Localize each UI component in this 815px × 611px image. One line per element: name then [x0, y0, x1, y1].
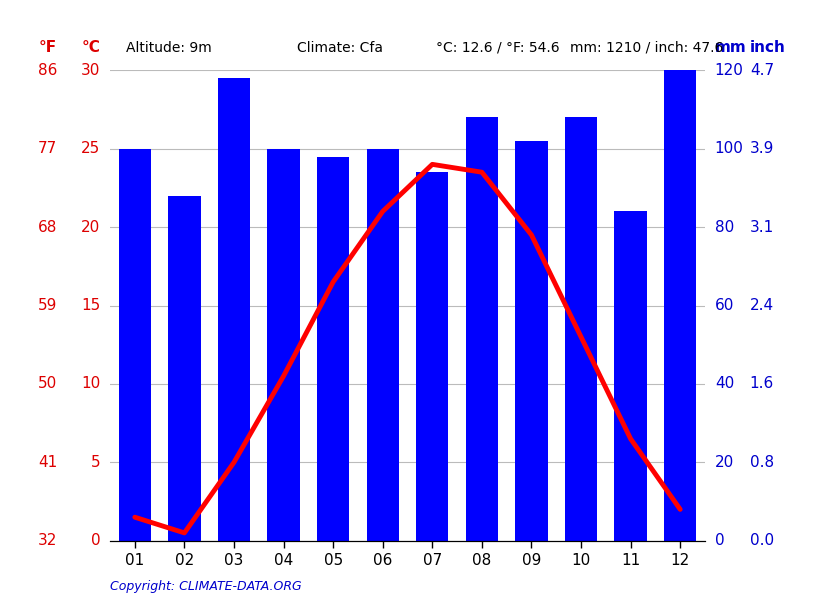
- Bar: [565, 117, 597, 541]
- Text: 50: 50: [37, 376, 57, 392]
- Text: inch: inch: [750, 40, 786, 55]
- Text: 10: 10: [81, 376, 100, 392]
- Text: Altitude: 9m: Altitude: 9m: [126, 41, 212, 55]
- Text: 80: 80: [715, 219, 734, 235]
- Bar: [367, 148, 399, 541]
- Text: 60: 60: [715, 298, 734, 313]
- Text: 68: 68: [37, 219, 57, 235]
- Text: 3.1: 3.1: [750, 219, 774, 235]
- Text: 32: 32: [37, 533, 57, 548]
- Text: 100: 100: [715, 141, 743, 156]
- Bar: [465, 117, 498, 541]
- Text: 2.4: 2.4: [750, 298, 774, 313]
- Text: 86: 86: [37, 63, 57, 78]
- Bar: [615, 211, 647, 541]
- Bar: [515, 141, 548, 541]
- Text: Climate: Cfa: Climate: Cfa: [297, 41, 384, 55]
- Text: mm: 1210 / inch: 47.6: mm: 1210 / inch: 47.6: [570, 41, 724, 55]
- Bar: [416, 172, 448, 541]
- Text: 25: 25: [81, 141, 100, 156]
- Text: °C: °C: [82, 40, 100, 55]
- Text: 20: 20: [715, 455, 734, 470]
- Text: 1.6: 1.6: [750, 376, 774, 392]
- Text: 40: 40: [715, 376, 734, 392]
- Text: Copyright: CLIMATE-DATA.ORG: Copyright: CLIMATE-DATA.ORG: [110, 580, 302, 593]
- Text: 0: 0: [90, 533, 100, 548]
- Text: 0.8: 0.8: [750, 455, 774, 470]
- Text: 41: 41: [37, 455, 57, 470]
- Text: mm: mm: [715, 40, 747, 55]
- Text: 30: 30: [81, 63, 100, 78]
- Text: 59: 59: [37, 298, 57, 313]
- Text: 15: 15: [81, 298, 100, 313]
- Bar: [218, 78, 250, 541]
- Bar: [168, 196, 200, 541]
- Text: 4.7: 4.7: [750, 63, 774, 78]
- Text: 120: 120: [715, 63, 743, 78]
- Bar: [267, 148, 300, 541]
- Bar: [317, 156, 350, 541]
- Text: 3.9: 3.9: [750, 141, 774, 156]
- Text: 20: 20: [81, 219, 100, 235]
- Text: °F: °F: [39, 40, 57, 55]
- Text: 0.0: 0.0: [750, 533, 774, 548]
- Text: °C: 12.6 / °F: 54.6: °C: 12.6 / °F: 54.6: [436, 41, 560, 55]
- Text: 0: 0: [715, 533, 725, 548]
- Text: 5: 5: [90, 455, 100, 470]
- Text: 77: 77: [37, 141, 57, 156]
- Bar: [119, 148, 151, 541]
- Bar: [664, 70, 696, 541]
